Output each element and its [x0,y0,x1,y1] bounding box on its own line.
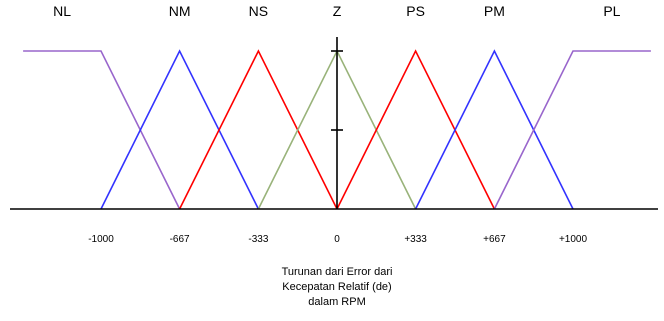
x-axis-caption-line: Kecepatan Relatif (de) [282,281,391,293]
labels-layer: NL NM NS Z PS PM PL -1000 -667 -333 0 +333 +667 +1000 [53,3,621,245]
series-label-ps: PS [406,3,425,19]
series-line-pm [414,49,574,210]
x-tick-label: +1000 [559,234,588,245]
series-label-pm: PM [484,3,505,19]
series-line-ns [178,49,338,210]
series-label-z: Z [333,3,342,19]
series-label-ns: NS [249,3,268,19]
x-axis-caption: Turunan dari Error dari Kecepatan Relatif… [282,266,393,308]
series-layer [23,49,651,210]
x-tick-label: +667 [483,234,506,245]
x-tick-label: -1000 [88,234,114,245]
series-line-ps [336,49,496,210]
x-tick-label: +333 [404,234,427,245]
x-axis-caption-line: Turunan dari Error dari [282,266,393,278]
series-label-nl: NL [53,3,71,19]
x-axis-caption-line: dalam RPM [308,296,365,308]
series-line-nm [100,49,260,210]
x-tick-label: -667 [170,234,190,245]
x-tick-label: 0 [334,234,340,245]
series-line-pl [493,50,651,210]
series-label-nm: NM [169,3,191,19]
x-tick-label: -333 [248,234,268,245]
series-label-pl: PL [603,3,620,19]
axis-layer [10,37,658,210]
series-line-nl [23,50,181,210]
